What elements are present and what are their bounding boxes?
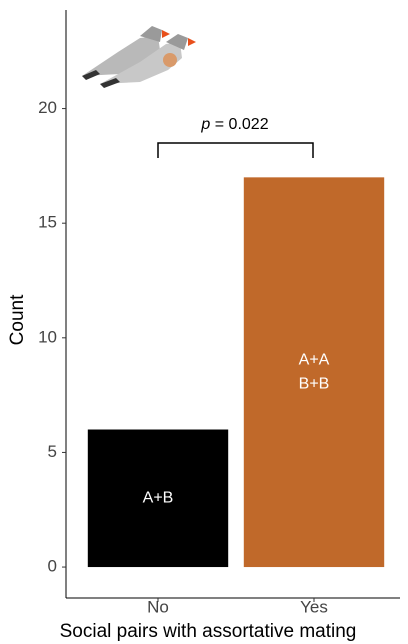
y-axis-title: Count: [7, 294, 28, 345]
x-axis-title: Social pairs with assortative mating: [60, 621, 357, 642]
p-symbol: p: [200, 116, 210, 133]
bar-label: A+B: [143, 489, 174, 506]
y-tick-label: 0: [48, 557, 57, 576]
y-tick-label: 20: [38, 98, 57, 117]
significance-bracket: [157, 142, 314, 158]
y-tick-label: 10: [38, 327, 57, 346]
bar: [87, 429, 229, 568]
p-text: = 0.022: [210, 116, 268, 133]
bar-label: A+A: [299, 351, 330, 368]
y-tick-label: 5: [48, 442, 57, 461]
finch-icon: [82, 26, 196, 88]
bar: [243, 177, 385, 568]
p-value: p = 0.022: [200, 116, 268, 133]
x-tick-label: Yes: [300, 597, 328, 616]
x-tick-label: No: [147, 597, 169, 616]
bar-label: B+B: [299, 375, 330, 392]
y-tick-label: 15: [38, 213, 57, 232]
